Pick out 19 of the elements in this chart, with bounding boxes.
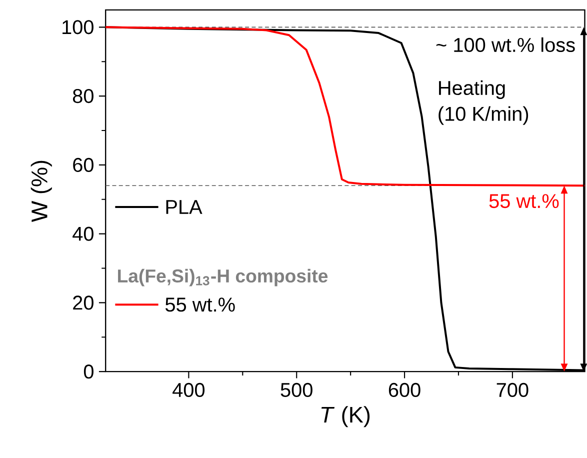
x-tick-label: 500 xyxy=(280,382,312,397)
legend-label: 55 wt.% xyxy=(165,298,235,312)
x-tick-label: 700 xyxy=(496,382,528,397)
y-tick-label: 40 xyxy=(72,226,94,241)
legend-label: PLA xyxy=(166,200,202,214)
y-tick-label: 60 xyxy=(73,158,94,172)
x-tick-label: 600 xyxy=(388,382,420,397)
annotation: Heating xyxy=(439,80,505,99)
y-tick-label: 100 xyxy=(62,20,94,34)
x-axis-title: T (K) xyxy=(321,406,370,428)
annotation: (10 K/min) xyxy=(438,106,528,125)
y-axis-title: W (%) xyxy=(30,160,52,222)
y-tick-label: 0 xyxy=(84,364,94,379)
annotation: ~ 100 wt.% loss xyxy=(436,37,575,52)
annotation: 55 wt.% xyxy=(489,194,559,208)
x-tick-label: 400 xyxy=(172,382,205,397)
legend-title: La(Fe,Si)$_{13}$-H composite xyxy=(118,268,328,286)
y-tick-label: 20 xyxy=(73,296,94,310)
y-tick-label: 80 xyxy=(72,88,94,103)
